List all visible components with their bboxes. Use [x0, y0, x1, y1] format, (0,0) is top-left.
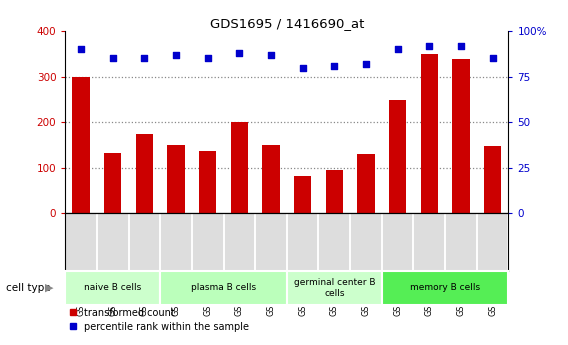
- Point: [108, 56, 118, 61]
- Bar: [357, 154, 375, 214]
- Point: [140, 56, 149, 61]
- Bar: [65, 271, 160, 305]
- Bar: [199, 150, 216, 214]
- Legend: transformed count, percentile rank within the sample: transformed count, percentile rank withi…: [70, 308, 249, 332]
- Bar: [73, 77, 90, 214]
- Point: [456, 43, 465, 48]
- Point: [393, 47, 402, 52]
- Bar: [325, 170, 343, 214]
- Point: [203, 56, 212, 61]
- Point: [266, 52, 275, 58]
- Point: [330, 63, 339, 68]
- Text: ▶: ▶: [45, 283, 53, 293]
- Bar: [389, 100, 406, 214]
- Bar: [231, 122, 248, 214]
- Bar: [484, 146, 501, 214]
- Bar: [160, 271, 287, 305]
- Point: [77, 47, 86, 52]
- Point: [298, 65, 307, 70]
- Bar: [168, 145, 185, 214]
- Text: memory B cells: memory B cells: [410, 284, 480, 293]
- Point: [488, 56, 497, 61]
- Text: plasma B cells: plasma B cells: [191, 284, 256, 293]
- Bar: [420, 54, 438, 214]
- Bar: [452, 59, 470, 214]
- Bar: [136, 134, 153, 214]
- Text: germinal center B
cells: germinal center B cells: [294, 278, 375, 298]
- Point: [172, 52, 181, 58]
- Title: GDS1695 / 1416690_at: GDS1695 / 1416690_at: [210, 17, 364, 30]
- Bar: [287, 271, 382, 305]
- Bar: [294, 176, 311, 214]
- Point: [425, 43, 434, 48]
- Text: cell type: cell type: [6, 283, 51, 293]
- Point: [361, 61, 370, 67]
- Bar: [104, 153, 122, 214]
- Bar: [262, 145, 279, 214]
- Text: naive B cells: naive B cells: [84, 284, 141, 293]
- Point: [235, 50, 244, 56]
- Bar: [382, 271, 508, 305]
